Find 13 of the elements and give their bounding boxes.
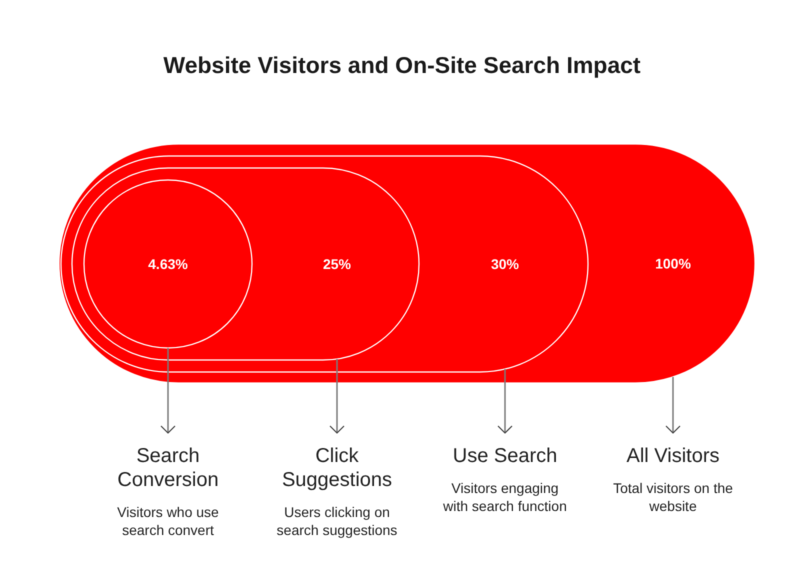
text: Visitors who use search convert: [116, 503, 220, 539]
text: Total visitors on the website: [612, 479, 734, 515]
data-label: 25%: [322, 256, 352, 272]
text: Users clicking on search suggestions: [276, 503, 398, 539]
text: Website Visitors and On-Site Search Impact: [162, 52, 642, 78]
data-label: 30%: [490, 256, 520, 272]
data-label: 4.63%: [148, 256, 188, 272]
category-label: Click Suggestions: [280, 444, 394, 492]
category-label: Search Conversion: [116, 444, 220, 492]
category-label: All Visitors: [626, 444, 720, 468]
text: Visitors engaging with search function: [442, 479, 568, 515]
category-label: Use Search: [452, 444, 558, 468]
data-label: 100%: [655, 256, 692, 272]
